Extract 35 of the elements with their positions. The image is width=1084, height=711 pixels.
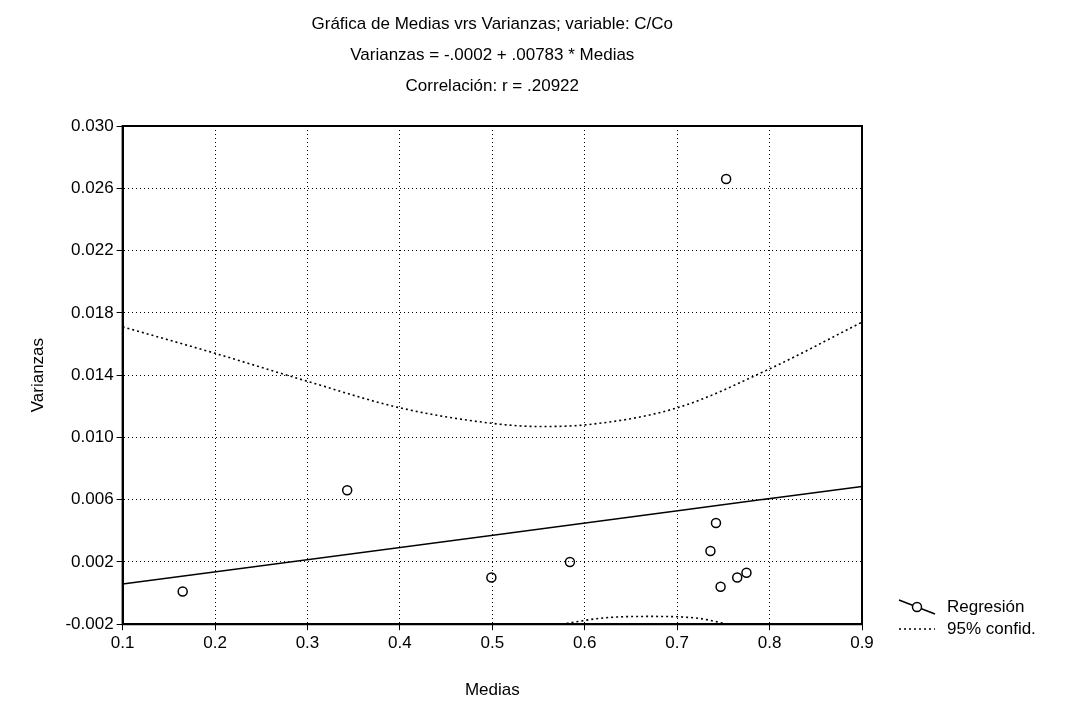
point (731, 572, 743, 583)
point (564, 556, 576, 568)
y-tick-label: 0.014 (71, 364, 114, 384)
y-tick-label: 0.002 (71, 551, 114, 571)
legend-label: Regresión (947, 596, 1025, 619)
x-axis-title: Medias (464, 680, 520, 700)
point (720, 173, 732, 185)
x-tick-label: 0.1 (110, 633, 135, 653)
point (715, 581, 726, 593)
x-tick-label: 0.4 (388, 633, 412, 653)
x-tick-label: 0.2 (203, 633, 227, 653)
point (710, 517, 722, 529)
chart-title: Gráfica de Medias vrs Varianzas; variable: C/Co (310, 13, 675, 35)
point (486, 572, 497, 583)
y-tick-label: 0.030 (71, 115, 114, 135)
chart-subtitle: Varianzas = -.0002 + .00783 * Medias (349, 44, 636, 66)
y-tick-label: 0.026 (71, 177, 114, 197)
legend-label: 95% confid. (947, 618, 1036, 641)
x-tick-label: 0.8 (757, 633, 782, 653)
text: Correlación: r = .20922 (404, 75, 580, 97)
x-tick-label: 0.3 (295, 633, 320, 653)
y-tick-label: 0.022 (71, 240, 114, 260)
point (341, 485, 353, 496)
x-tick-label: 0.5 (480, 633, 505, 653)
y-tick-label: 0.006 (71, 489, 114, 509)
x-tick-label: 0.7 (665, 633, 689, 653)
point (177, 586, 188, 597)
y-tick-label: 0.018 (71, 302, 114, 322)
point (705, 545, 716, 557)
y-axis-title: Varianzas (27, 337, 47, 413)
x-tick-label: 0.6 (572, 633, 597, 653)
point (741, 567, 752, 579)
x-tick-label: 0.9 (850, 633, 874, 653)
y-tick-label: 0.010 (71, 427, 114, 447)
y-tick-label: -0.002 (65, 613, 114, 633)
